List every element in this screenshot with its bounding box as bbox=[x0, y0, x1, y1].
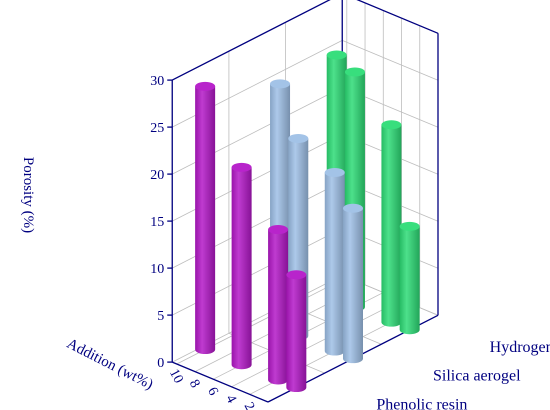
x-axis-title: Addition (wt%) bbox=[64, 336, 156, 393]
cylinder-top bbox=[399, 221, 420, 231]
cylinder-top bbox=[286, 270, 307, 280]
gridline-back-wall bbox=[357, 0, 439, 34]
x-axis-line bbox=[171, 361, 269, 403]
cylinder-bar bbox=[324, 167, 345, 356]
cylinder-body bbox=[286, 274, 307, 393]
cylinder-top bbox=[231, 162, 252, 172]
cylinder-top bbox=[195, 81, 216, 91]
cylinder-body bbox=[195, 86, 216, 355]
cylinder-body bbox=[268, 229, 289, 385]
z-tick-label: 15 bbox=[150, 215, 164, 230]
top-edge-line bbox=[356, 0, 439, 34]
labels-layer: 0510152025301086420Phenolic resinSilica … bbox=[150, 74, 550, 410]
y-axis-title: Porosity (%) bbox=[20, 157, 36, 233]
z-tick-label: 0 bbox=[157, 356, 164, 371]
cylinder-top bbox=[268, 225, 289, 235]
cylinder-top bbox=[344, 67, 365, 77]
cylinder-top bbox=[381, 120, 402, 130]
cylinder-top bbox=[324, 167, 345, 177]
x-tick-label: 6 bbox=[204, 385, 221, 398]
cylinder-bar bbox=[286, 270, 307, 393]
x-tick-label: 4 bbox=[222, 393, 239, 406]
cylinder-top bbox=[288, 133, 309, 143]
gridline-floor bbox=[231, 299, 402, 388]
gridline-left-wall bbox=[172, 0, 331, 81]
z-tick-label: 30 bbox=[150, 74, 164, 89]
gridline-back-wall bbox=[342, 40, 439, 81]
series-label-0: Phenolic resin bbox=[376, 397, 467, 410]
cylinder-bar bbox=[343, 203, 363, 364]
x-tick-label: 2 bbox=[241, 400, 258, 410]
cylinder-body bbox=[381, 124, 402, 327]
cylinder-bar bbox=[268, 225, 289, 385]
z-tick-label: 25 bbox=[150, 121, 164, 136]
cylinder-bar bbox=[381, 120, 402, 327]
series-label-1: Silica aerogel bbox=[433, 368, 521, 385]
top-edge-line bbox=[171, 0, 331, 81]
series-label-2: Hydrogen peroxide bbox=[490, 339, 550, 356]
x-tick-label: 8 bbox=[186, 377, 203, 390]
bars-layer bbox=[195, 50, 420, 393]
x-tick-label: 10 bbox=[166, 367, 186, 386]
cylinder-body bbox=[231, 167, 252, 370]
cylinder-top bbox=[326, 50, 347, 60]
z-tick-label: 5 bbox=[157, 309, 164, 324]
z-tick-label: 10 bbox=[150, 262, 164, 277]
cylinder-body bbox=[399, 226, 420, 335]
cylinder-body bbox=[324, 172, 345, 356]
cylinder-top bbox=[343, 203, 363, 213]
cylinder-bar bbox=[195, 81, 216, 355]
cylinder-bar bbox=[231, 162, 252, 370]
cylinder-body bbox=[343, 208, 363, 364]
cylinder-bar bbox=[399, 221, 420, 335]
cylinder-top bbox=[270, 79, 291, 89]
z-tick-label: 20 bbox=[150, 168, 164, 183]
